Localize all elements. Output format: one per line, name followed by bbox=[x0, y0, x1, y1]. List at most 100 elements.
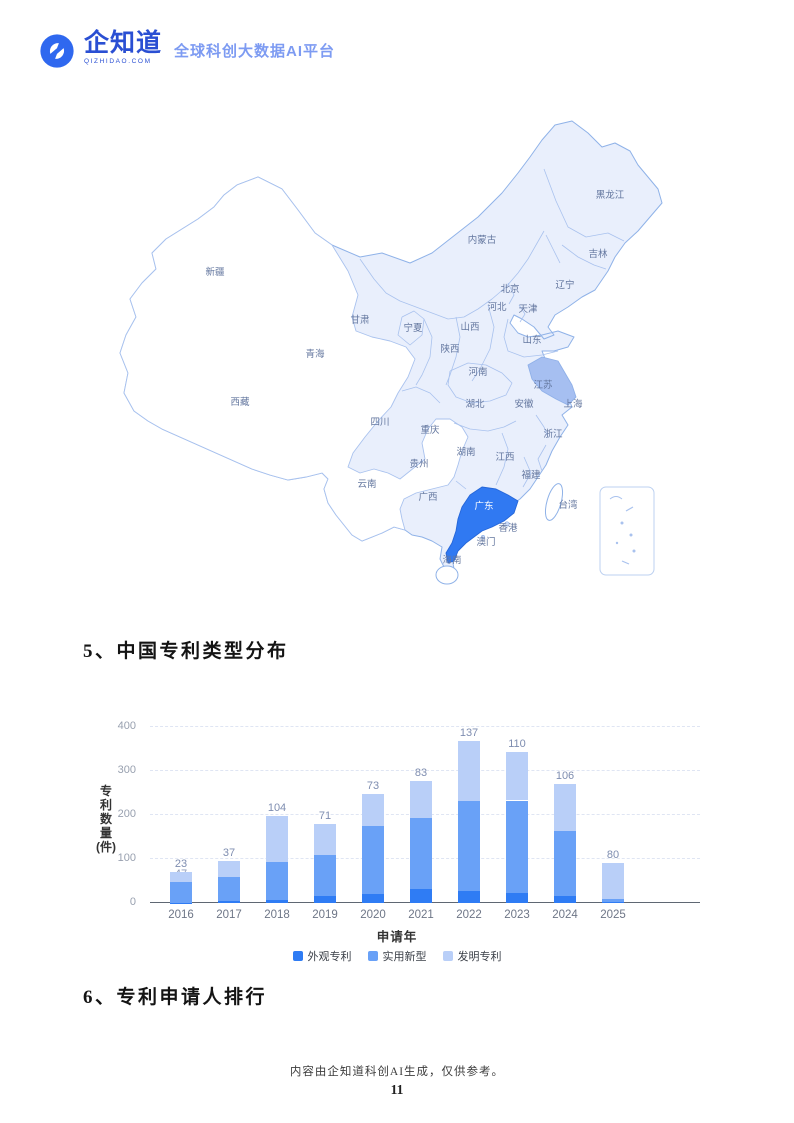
x-tick-2023: 2023 bbox=[504, 909, 530, 921]
y-axis-title-char: 量 bbox=[99, 826, 112, 840]
x-tick-2020: 2020 bbox=[360, 909, 386, 921]
section-5-heading: 5、中国专利类型分布 bbox=[83, 641, 289, 662]
south-china-sea-inset bbox=[599, 486, 655, 576]
map-label-贵州: 贵州 bbox=[409, 458, 428, 470]
legend-label: 外观专利 bbox=[307, 951, 352, 963]
x-tick-2017: 2017 bbox=[216, 909, 242, 921]
map-label-宁夏: 宁夏 bbox=[403, 322, 423, 334]
map-label-海南: 海南 bbox=[442, 554, 461, 566]
bar-2018: 688104 bbox=[266, 727, 288, 903]
bar-segment-实用新型 bbox=[314, 855, 336, 897]
logo-text-block: 企知道 QIZHIDAO.COM bbox=[84, 30, 162, 65]
bar-segment-外观专利 bbox=[362, 893, 384, 903]
bar-segment-发明专利 bbox=[602, 863, 624, 899]
legend-item-发明专利: 发明专利 bbox=[442, 948, 502, 964]
legend-swatch-icon bbox=[367, 951, 378, 961]
bar-segment-发明专利 bbox=[410, 781, 432, 818]
x-axis-title: 申请年 bbox=[376, 930, 418, 944]
segment-value-label: 73 bbox=[366, 780, 380, 793]
y-axis-title-char: 利 bbox=[99, 798, 112, 812]
map-label-天津: 天津 bbox=[518, 304, 538, 315]
bar-2024: 15149106 bbox=[554, 727, 576, 903]
bar-segment-实用新型 bbox=[170, 881, 192, 903]
map-label-云南: 云南 bbox=[357, 478, 376, 490]
map-label-浙江: 浙江 bbox=[543, 428, 563, 440]
legend-item-外观专利: 外观专利 bbox=[292, 948, 352, 964]
chart-legend: 外观专利 实用新型 发明专利 bbox=[90, 948, 704, 964]
map-label-河南: 河南 bbox=[468, 366, 487, 378]
segment-value-label: 23 bbox=[174, 857, 188, 870]
map-label-甘肃: 甘肃 bbox=[350, 314, 369, 326]
bar-segment-发明专利 bbox=[314, 823, 336, 856]
platform-tagline: 全球科创大数据AI平台 bbox=[174, 43, 336, 60]
map-label-重庆: 重庆 bbox=[420, 424, 440, 436]
bar-segment-外观专利 bbox=[218, 900, 240, 903]
bar-segment-实用新型 bbox=[554, 830, 576, 897]
y-axis-title-char: 专 bbox=[99, 784, 112, 798]
logo-text: 企知道 bbox=[84, 29, 163, 57]
map-label-陕西: 陕西 bbox=[440, 343, 459, 355]
logo-domain: QIZHIDAO.COM bbox=[84, 58, 152, 65]
map-label-四川: 四川 bbox=[370, 417, 389, 428]
map-label-台湾: 台湾 bbox=[558, 499, 578, 511]
bar-segment-实用新型 bbox=[506, 800, 528, 894]
qizhidao-logo-icon bbox=[40, 34, 74, 68]
map-label-河北: 河北 bbox=[487, 301, 507, 313]
bar-segment-发明专利 bbox=[458, 741, 480, 802]
y-axis-title: 专利数量 (件) bbox=[96, 784, 116, 854]
bar-segment-发明专利 bbox=[506, 752, 528, 801]
province-jiangsu bbox=[527, 356, 577, 406]
x-tick-2018: 2018 bbox=[264, 909, 290, 921]
bar-segment-实用新型 bbox=[362, 826, 384, 894]
map-low-value-region bbox=[119, 176, 469, 542]
map-label-广西: 广西 bbox=[418, 491, 437, 503]
section-6-heading: 6、专利申请人排行 bbox=[83, 987, 268, 1008]
bar-2023: 22211110 bbox=[506, 727, 528, 903]
bar-segment-发明专利 bbox=[170, 871, 192, 882]
legend-label: 发明专利 bbox=[457, 951, 502, 963]
map-label-山东: 山东 bbox=[522, 334, 541, 346]
bar-segment-实用新型 bbox=[410, 817, 432, 890]
page-number: 11 bbox=[390, 1082, 404, 1097]
bar-segment-实用新型 bbox=[218, 877, 240, 901]
gridline bbox=[150, 726, 700, 727]
segment-value-label: 110 bbox=[508, 738, 526, 751]
segment-value-label: 71 bbox=[318, 809, 332, 822]
map-label-湖南: 湖南 bbox=[456, 446, 475, 458]
map-label-黑龙江: 黑龙江 bbox=[596, 189, 625, 201]
bar-segment-发明专利 bbox=[362, 794, 384, 827]
bar-2016: 14723 bbox=[170, 727, 192, 903]
province-borders bbox=[359, 168, 625, 490]
map-label-湖北: 湖北 bbox=[465, 399, 485, 410]
y-tick-label: 0 bbox=[129, 896, 136, 908]
legend-label: 实用新型 bbox=[382, 951, 427, 963]
legend-item-实用新型: 实用新型 bbox=[367, 948, 427, 964]
segment-value-label: 37 bbox=[222, 846, 236, 859]
bar-2021: 3116383 bbox=[410, 727, 432, 903]
hongkong-dot bbox=[504, 521, 510, 527]
map-label-西藏: 西藏 bbox=[230, 396, 250, 408]
map-label-上海: 上海 bbox=[563, 398, 583, 410]
bar-segment-外观专利 bbox=[458, 891, 480, 903]
footer-disclaimer: 内容由企知道科创AI生成，仅供参考。 bbox=[289, 1066, 505, 1078]
y-tick-label: 200 bbox=[117, 808, 136, 820]
map-label-江西: 江西 bbox=[495, 452, 514, 463]
x-tick-2025: 2025 bbox=[600, 909, 626, 921]
map-label-青海: 青海 bbox=[305, 348, 325, 360]
y-axis-title-char: 数 bbox=[99, 812, 112, 826]
map-label-吉林: 吉林 bbox=[588, 248, 608, 260]
bar-segment-外观专利 bbox=[554, 896, 576, 903]
map-label-内蒙古: 内蒙古 bbox=[468, 234, 497, 246]
bar-segment-实用新型 bbox=[458, 801, 480, 892]
bar-segment-实用新型 bbox=[602, 898, 624, 903]
map-label-福建: 福建 bbox=[521, 469, 541, 481]
bar-segment-外观专利 bbox=[314, 896, 336, 903]
x-tick-2019: 2019 bbox=[312, 909, 338, 921]
map-label-香港: 香港 bbox=[498, 522, 518, 534]
y-tick-label: 100 bbox=[117, 852, 136, 864]
legend-swatch-icon bbox=[442, 951, 453, 961]
map-label-澳门: 澳门 bbox=[476, 536, 495, 548]
y-tick-label: 400 bbox=[117, 720, 136, 732]
